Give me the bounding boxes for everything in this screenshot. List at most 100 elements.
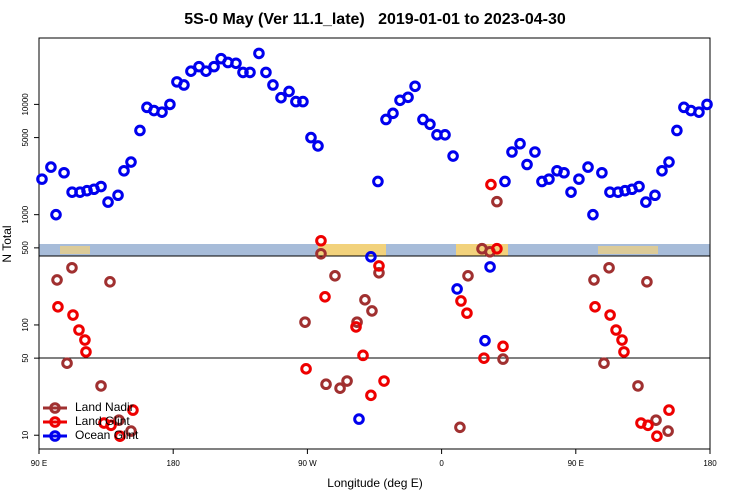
data-point: [461, 307, 473, 319]
data-point: [365, 250, 377, 263]
x-axis-label: Longitude (deg E): [327, 476, 422, 490]
data-point: [642, 419, 654, 432]
data-point: [36, 173, 48, 185]
data-point: [80, 346, 92, 358]
data-point: [312, 140, 324, 152]
data-point: [275, 91, 287, 104]
data-point: [118, 164, 130, 177]
data-point: [439, 128, 451, 141]
data-point: [230, 57, 242, 70]
data-point: [290, 95, 302, 108]
data-point: [506, 146, 518, 158]
data-point: [95, 380, 107, 392]
data-point: [105, 419, 117, 432]
data-point: [359, 294, 371, 306]
data-point: [51, 274, 63, 286]
data-point: [633, 180, 645, 193]
data-point: [424, 118, 436, 131]
data-point: [663, 156, 675, 168]
data-point: [521, 158, 533, 171]
data-point: [573, 173, 585, 185]
data-point: [380, 113, 392, 126]
legend-label: Land Nadir: [75, 400, 134, 414]
y-tick-label: 50: [21, 353, 30, 362]
data-point: [297, 95, 309, 108]
data-point: [350, 321, 362, 333]
data-point: [156, 106, 168, 118]
data-point: [497, 353, 509, 365]
data-point: [558, 166, 570, 179]
data-point: [319, 290, 331, 303]
data-point: [300, 363, 312, 375]
data-point: [478, 352, 490, 364]
data-point: [329, 270, 341, 282]
data-point: [454, 421, 466, 434]
data-point: [604, 309, 616, 321]
data-point: [565, 186, 577, 198]
data-point: [529, 146, 541, 158]
data-point: [237, 66, 249, 79]
legend-marker: [49, 402, 61, 414]
data-point: [315, 234, 327, 247]
data-point: [451, 283, 463, 295]
data-point: [341, 375, 353, 387]
data-point: [387, 107, 399, 120]
data-point: [587, 208, 599, 221]
data-point: [373, 260, 385, 272]
data-point: [112, 189, 124, 202]
data-point: [640, 196, 652, 208]
data-point: [603, 261, 615, 274]
x-tick-label: 0: [439, 459, 444, 468]
data-point: [651, 430, 663, 442]
data-point: [125, 425, 137, 437]
data-point: [178, 79, 190, 91]
data-point: [67, 309, 79, 321]
data-point: [649, 189, 661, 202]
x-tick-label: 90 E: [568, 459, 584, 468]
data-point: [315, 247, 327, 260]
data-point: [185, 65, 197, 77]
data-point: [164, 98, 176, 111]
data-point: [588, 274, 600, 286]
data-point: [499, 175, 511, 188]
y-axis-label: N Total: [0, 225, 14, 262]
data-point: [543, 173, 555, 185]
data-point: [616, 334, 628, 346]
y-tick-label: 500: [21, 241, 30, 255]
data-point: [114, 430, 126, 442]
data-point: [589, 301, 601, 313]
plot-frame: [38, 37, 711, 450]
data-point: [208, 60, 220, 73]
data-point: [582, 161, 594, 173]
data-point: [357, 349, 369, 362]
data-point: [366, 305, 378, 317]
legend-marker: [49, 430, 61, 442]
data-point: [610, 324, 622, 336]
data-point: [598, 357, 610, 369]
data-point: [299, 316, 311, 328]
y-tick-label: 5000: [21, 128, 30, 146]
data-point: [66, 261, 78, 274]
x-tick-label: 180: [703, 459, 717, 468]
data-point: [462, 270, 474, 282]
data-point: [95, 180, 107, 193]
data-point: [260, 66, 272, 79]
data-point: [200, 65, 212, 77]
data-point: [701, 98, 713, 111]
data-point: [61, 357, 73, 369]
data-point: [514, 137, 526, 150]
data-point: [671, 124, 683, 137]
data-point: [641, 276, 653, 288]
data-point: [491, 195, 503, 208]
data-point: [50, 208, 62, 221]
data-point: [596, 166, 608, 179]
data-point: [113, 414, 125, 426]
data-point: [378, 375, 390, 387]
data-point: [479, 334, 491, 347]
data-point: [484, 261, 496, 273]
data-point: [253, 47, 265, 60]
data-point: [618, 346, 630, 358]
data-point: [79, 334, 91, 346]
data-point: [409, 80, 421, 93]
